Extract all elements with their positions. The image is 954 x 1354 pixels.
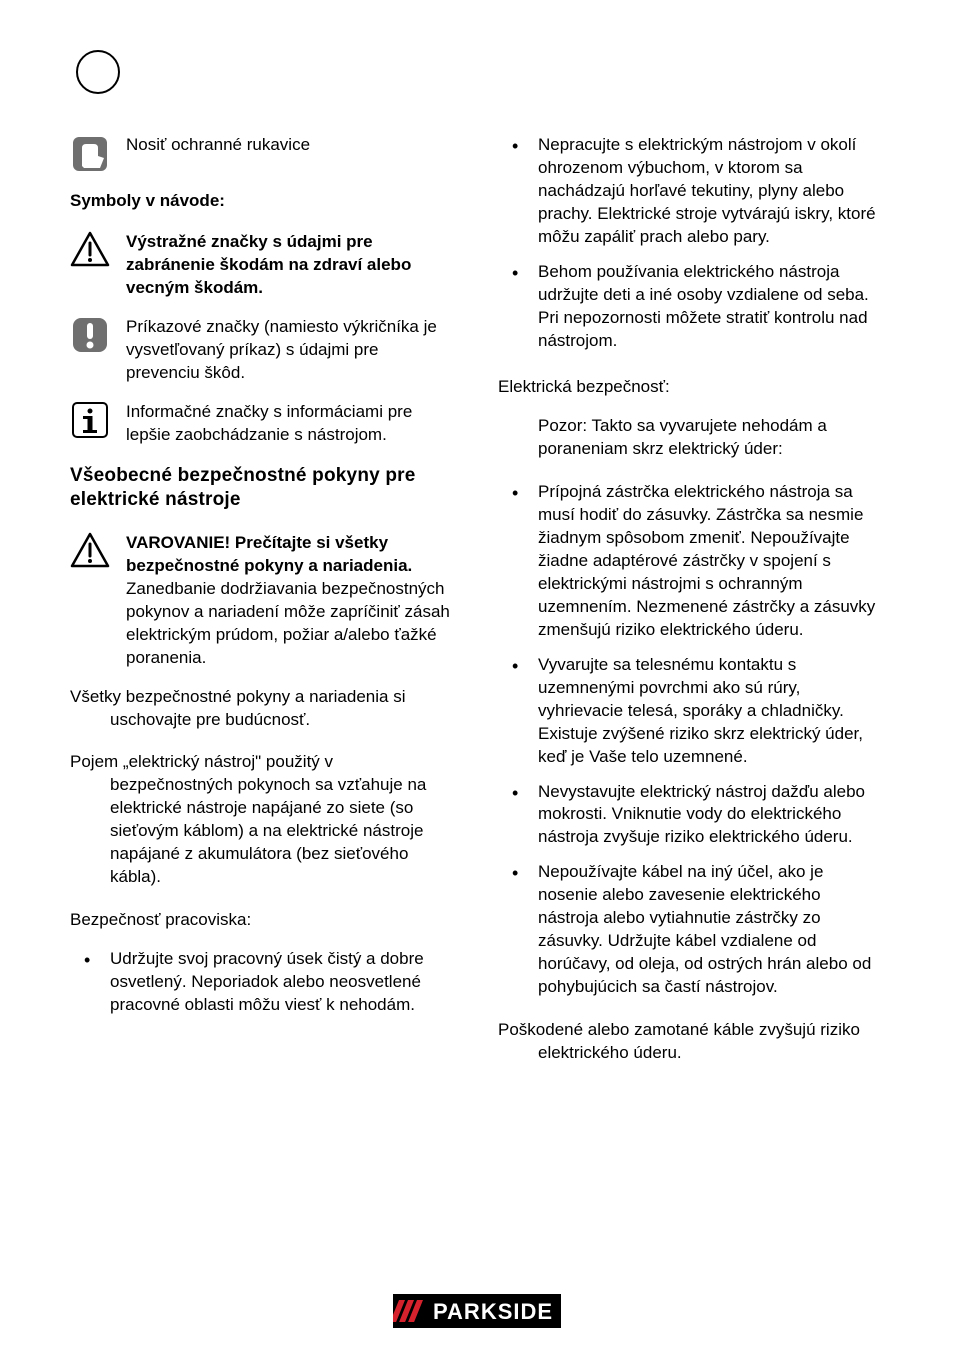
list-item: Udržujte svoj pracovný úsek čistý a dobr… [70, 948, 456, 1017]
symbols-heading: Symboly v návode: [70, 190, 456, 213]
command-row: Príkazové značky (namiesto výkričníka je… [70, 316, 456, 385]
warning-text: Výstražné značky s údajmi pre zabránenie… [126, 231, 456, 300]
list-item: Vyvarujte sa telesnému kontaktu s uzemne… [498, 654, 884, 769]
language-circle [76, 50, 120, 94]
poskodene-text: Poškodené alebo zamotané káble zvyšujú r… [498, 1019, 884, 1065]
workplace-list-cont: Nepracujte s elektrickým nástrojom v oko… [498, 134, 884, 352]
parkside-logo: PARKSIDE [393, 1294, 561, 1328]
keep-instructions: Všetky bezpečnostné pokyny a nariadenia … [70, 686, 456, 732]
list-item: Behom používania elektrického nástroja u… [498, 261, 884, 353]
right-column: Nepracujte s elektrickým nástrojom v oko… [498, 134, 884, 1085]
elek-list: Prípojná zástrčka elektrického nástroja … [498, 481, 884, 999]
content-columns: Nosiť ochranné rukavice Symboly v návode… [70, 134, 884, 1085]
list-item: Nevystavujte elektrický nástroj dažďu al… [498, 781, 884, 850]
varovanie-text: VAROVANIE! Prečítajte si všetky bezpečno… [126, 532, 456, 670]
pojem-para: Pojem „elektrický nástroj" použitý v bez… [70, 751, 456, 889]
logo-text: PARKSIDE [433, 1299, 553, 1324]
varovanie-row: VAROVANIE! Prečítajte si všetky bezpečno… [70, 532, 456, 670]
warning-row: Výstražné značky s údajmi pre zabránenie… [70, 231, 456, 300]
section-title: Všeobecné bezpečnostné pokyny pre elektr… [70, 464, 456, 512]
pozor-text: Pozor: Takto sa vyvarujete nehodám a por… [498, 415, 884, 461]
warning-triangle-icon [70, 532, 110, 568]
list-item: Nepoužívajte kábel na iný účel, ako je n… [498, 861, 884, 999]
warning-triangle-icon [70, 231, 110, 267]
info-icon [70, 401, 110, 439]
info-row: Informačné značky s informáciami pre lep… [70, 401, 456, 447]
varovanie-rest: Zanedbanie dodržiavania bezpečnostných p… [126, 579, 450, 667]
list-item: Prípojná zástrčka elektrického nástroja … [498, 481, 884, 642]
bezp-list: Udržujte svoj pracovný úsek čistý a dobr… [70, 948, 456, 1017]
gloves-text: Nosiť ochranné rukavice [126, 134, 456, 157]
gloves-line: Nosiť ochranné rukavice [70, 134, 456, 174]
command-text: Príkazové značky (namiesto výkričníka je… [126, 316, 456, 385]
glove-icon [70, 134, 110, 174]
varovanie-bold: VAROVANIE! Prečítajte si všetky bezpečno… [126, 533, 412, 575]
bezpecnost-heading: Bezpečnosť pracoviska: [70, 909, 456, 932]
list-item: Nepracujte s elektrickým nástrojom v oko… [498, 134, 884, 249]
elek-heading: Elektrická bezpečnosť: [498, 376, 884, 399]
exclamation-icon [70, 316, 110, 354]
left-column: Nosiť ochranné rukavice Symboly v návode… [70, 134, 456, 1085]
info-text: Informačné značky s informáciami pre lep… [126, 401, 456, 447]
